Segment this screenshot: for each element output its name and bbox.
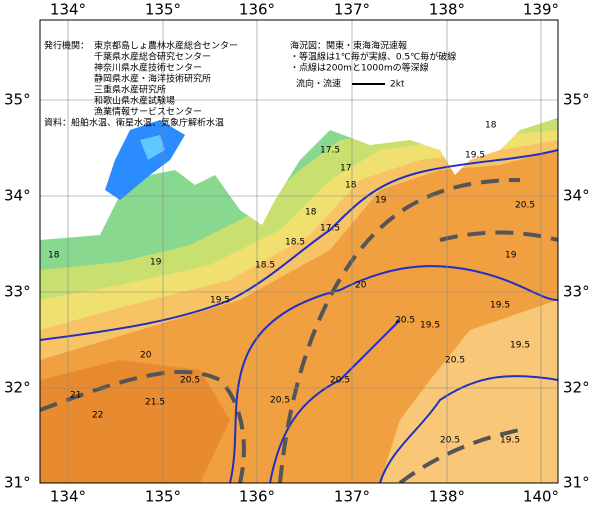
lon-label: 140° — [523, 488, 559, 506]
isotherm-label: 17 — [340, 164, 351, 174]
notes-line: ・点線は200mと1000mの等深線 — [290, 62, 429, 74]
isotherm-label: 17.5 — [320, 146, 340, 156]
isotherm-label: 20.5 — [180, 376, 200, 386]
isotherm-label: 20.5 — [515, 201, 535, 211]
lat-label: 35° — [563, 91, 590, 109]
isotherm-label: 19.5 — [500, 436, 520, 446]
flow-label: 流向・流速 — [296, 78, 341, 90]
publisher-line: 和歌山県水産試験場 — [94, 95, 175, 107]
lon-label: 136° — [239, 1, 275, 19]
isotherm-label: 19.5 — [510, 341, 530, 351]
isotherm-label: 21 — [70, 391, 81, 401]
isotherm-label: 18 — [345, 181, 357, 191]
land — [40, 20, 558, 240]
notes-title: 海況図：関東・東海海況速報 — [290, 40, 407, 52]
isotherm-label: 20.5 — [445, 356, 465, 366]
isotherm-label: 20.5 — [270, 396, 290, 406]
isotherm-label: 19 — [150, 258, 162, 268]
isotherm-label: 20.5 — [330, 376, 350, 386]
sea-zone — [40, 360, 230, 483]
isotherm-label: 20 — [140, 351, 152, 361]
lon-label: 135° — [145, 1, 181, 19]
lon-label: 135° — [145, 488, 181, 506]
lon-label: 138° — [429, 488, 465, 506]
isotherm-label: 19.5 — [210, 296, 230, 306]
lat-label: 34° — [4, 187, 31, 205]
bay — [105, 120, 185, 200]
isotherm-label: 19.5 — [465, 151, 485, 161]
isotherm-label: 18 — [305, 208, 317, 218]
publisher-line: 千葉県水産総合研究センター — [94, 51, 211, 63]
lon-label: 138° — [429, 1, 465, 19]
isotherm-label: 20.5 — [395, 316, 415, 326]
isotherm-label: 20.5 — [440, 436, 460, 446]
isotherm-label: 18 — [48, 251, 60, 261]
map-area: 18 17.5 18 18.5 19 19.5 20 20.5 21 21.5 … — [40, 20, 558, 483]
lat-label: 31° — [563, 474, 590, 492]
lat-label: 32° — [4, 379, 31, 397]
lat-label: 31° — [4, 474, 31, 492]
lon-label: 137° — [334, 1, 370, 19]
publisher-line: 神奈川県水産技術センター — [94, 62, 202, 74]
publisher-line: 三重県水産研究所 — [94, 84, 166, 96]
lon-label: 137° — [334, 488, 370, 506]
lat-label: 34° — [563, 187, 590, 205]
lat-label: 32° — [563, 379, 590, 397]
lat-label: 33° — [563, 283, 590, 301]
isotherm-label: 17.5 — [320, 224, 340, 234]
source-line: 資料：船舶水温、衛星水温、気象庁解析水温 — [44, 117, 224, 129]
lon-labels-bottom: 134° 135° 136° 137° 138° 140° — [50, 488, 559, 506]
isotherm-lines — [40, 149, 558, 483]
isotherm-label: 19.5 — [420, 321, 440, 331]
notes-box: 海況図：関東・東海海況速報 ・等温線は1℃毎が実線、0.5℃毎が破線 ・点線は2… — [290, 40, 456, 90]
lon-labels-top: 134° 135° 136° 137° 138° 139° — [50, 1, 559, 19]
lon-label: 136° — [239, 488, 275, 506]
isotherm-label: 19.5 — [490, 301, 510, 311]
publisher-line: 漁業情報サービスセンター — [94, 106, 202, 118]
publisher-line: 静岡県水産・海洋技術研究所 — [94, 73, 211, 85]
bay — [140, 135, 165, 160]
flow-unit: 2kt — [390, 80, 405, 90]
isotherm-label: 18.5 — [285, 238, 305, 248]
lon-label: 139° — [523, 1, 559, 19]
lat-label: 33° — [4, 283, 31, 301]
publisher-heading: 発行機関： — [44, 40, 89, 52]
publisher-line: 東京都島しょ農林水産総合センター — [94, 40, 238, 52]
isotherm-label: 18.5 — [255, 261, 275, 271]
isotherm-label: 19 — [375, 196, 387, 206]
isotherm-label: 22 — [92, 411, 103, 421]
isotherm-label: 20 — [355, 281, 367, 291]
graticule — [40, 20, 558, 483]
lat-label: 35° — [4, 91, 31, 109]
notes-line: ・等温線は1℃毎が実線、0.5℃毎が破線 — [290, 51, 456, 63]
isotherm-label: 21.5 — [145, 398, 165, 408]
sea-zone — [380, 300, 558, 483]
isotherm-label: 18 — [485, 121, 497, 131]
lon-label: 134° — [50, 1, 86, 19]
lat-labels: 35° 34° 33° 32° 31° 35° 34° 33° 32° 31° — [4, 91, 590, 492]
isotherm-labels: 18 17.5 18 18.5 19 19.5 20 20.5 21 21.5 … — [48, 121, 535, 446]
isotherm-label: 19 — [505, 251, 517, 261]
publisher-box: 発行機関： 東京都島しょ農林水産総合センター 千葉県水産総合研究センター 神奈川… — [44, 40, 238, 129]
map-frame — [39, 19, 559, 484]
lon-label: 134° — [50, 488, 86, 506]
